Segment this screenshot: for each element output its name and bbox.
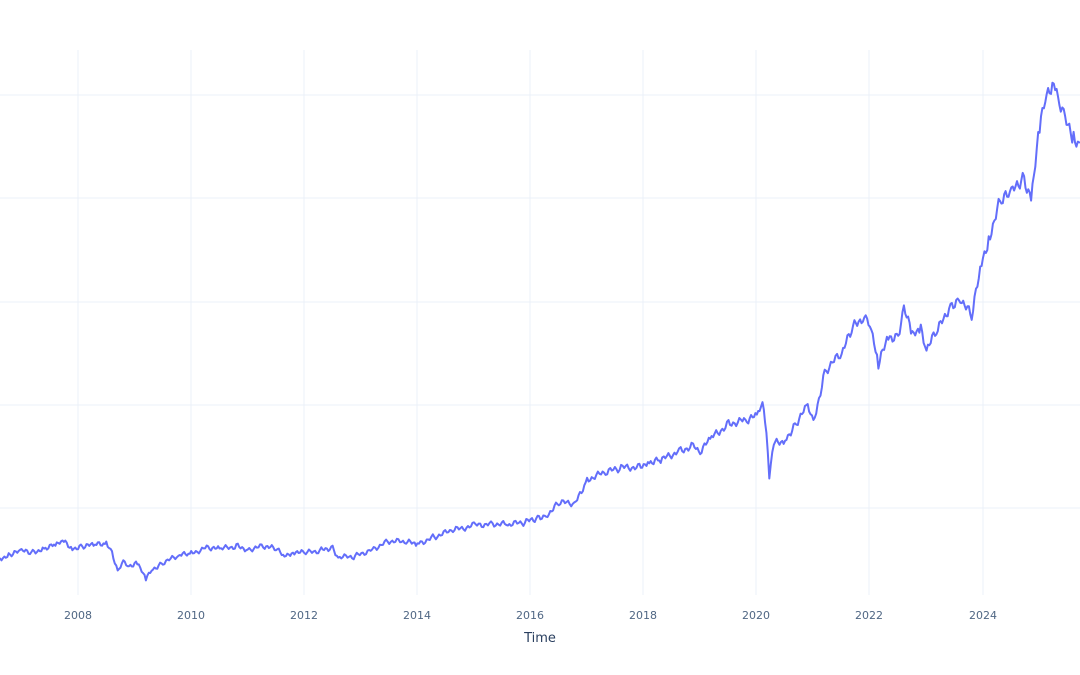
vertical-gridlines — [77, 50, 984, 595]
x-tick-label: 2022 — [855, 609, 883, 622]
horizontal-gridlines — [0, 94, 1080, 509]
x-axis-tick-labels: 2008 2010 2012 2014 2016 2018 2020 2022 2024 — [64, 609, 997, 622]
x-tick-label: 2010 — [177, 609, 205, 622]
x-axis-title: Time — [523, 631, 556, 646]
x-tick-label: 2018 — [629, 609, 657, 622]
x-tick-label: 2012 — [290, 609, 318, 622]
x-tick-label: 2014 — [403, 609, 431, 622]
x-tick-label: 2024 — [969, 609, 997, 622]
x-tick-label: 2016 — [516, 609, 544, 622]
x-tick-label: 2008 — [64, 609, 92, 622]
x-tick-label: 2020 — [742, 609, 770, 622]
price-line-series — [0, 81, 1080, 582]
